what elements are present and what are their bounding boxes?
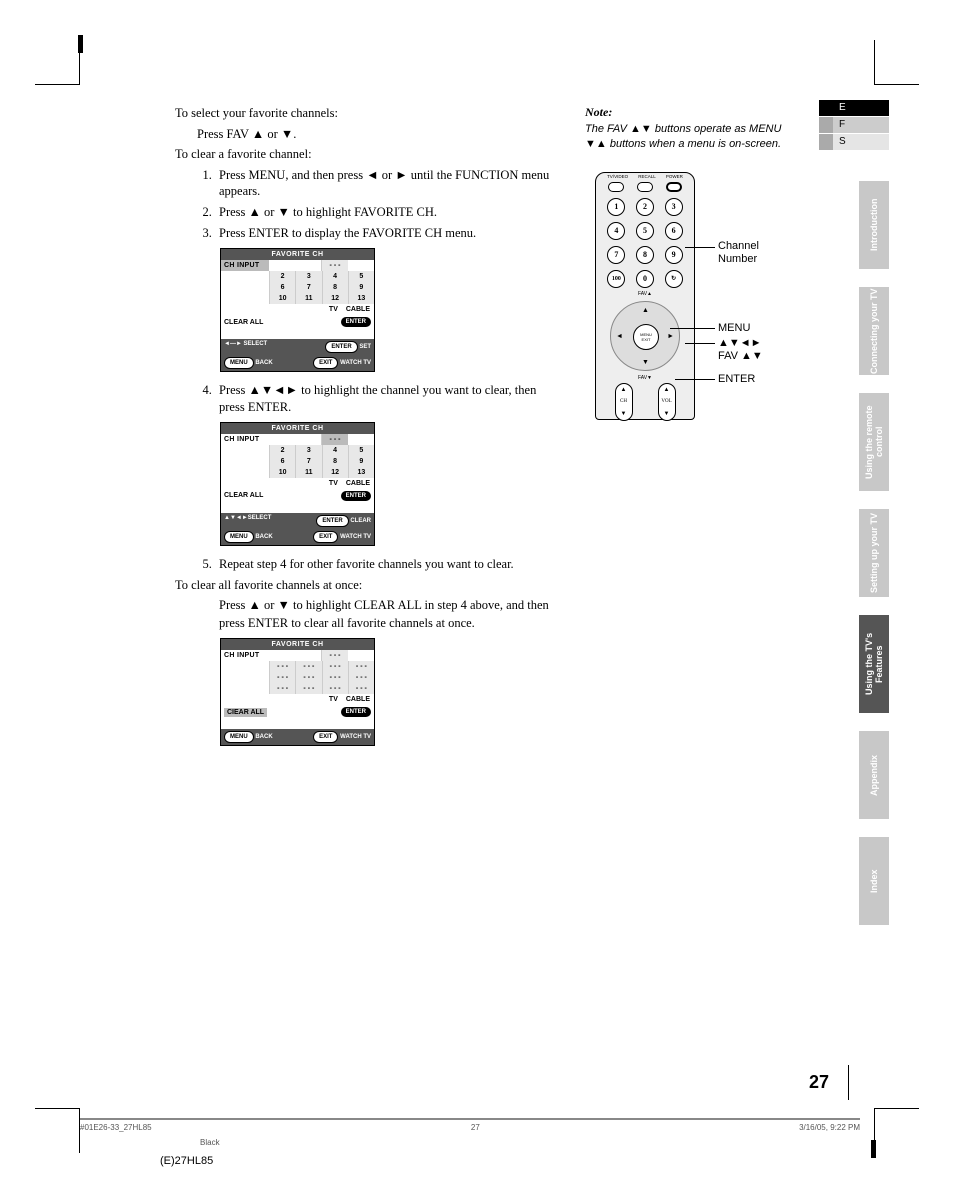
section-tab: Using the remote control	[859, 393, 889, 491]
footer-black: Black	[200, 1138, 220, 1147]
clear-steps-cont2: Repeat step 4 for other favorite channel…	[197, 556, 565, 573]
lang-tab-S: S	[819, 134, 889, 150]
callout-fav: FAV ▲▼	[718, 350, 763, 363]
osd-title: FAVORITE CH	[221, 249, 374, 260]
note-heading: Note:	[585, 105, 795, 120]
right-column: Note: The FAV ▲▼ buttons operate as MENU…	[585, 105, 795, 422]
clearall-step: Press ▲ or ▼ to highlight CLEAR ALL in s…	[219, 597, 565, 632]
section-tab: Appendix	[859, 731, 889, 819]
callout-menu: MENU	[718, 322, 750, 335]
page-content: To select your favorite channels: Press …	[175, 105, 795, 756]
footer-meta: #01E26-33_27HL85 27 3/16/05, 9:22 PM	[80, 1118, 860, 1132]
section-tab: Using the TV's Features	[859, 615, 889, 713]
recall-button	[637, 182, 653, 192]
osd-clear-all: CLEAR ALL	[224, 319, 263, 326]
power-button	[666, 182, 682, 192]
step-1: Press MENU, and then press ◄ or ► until …	[215, 167, 565, 201]
remote-body: TV/VIDEORECALLPOWER 123 456 789 1000↻ FA…	[595, 172, 695, 420]
left-column: To select your favorite channels: Press …	[175, 105, 565, 756]
side-tabs: EFS Introduction Connecting your TV Using …	[819, 100, 889, 943]
crop-mark	[35, 1108, 80, 1153]
step-5: Repeat step 4 for other favorite channel…	[215, 556, 565, 573]
crop-mark	[871, 1140, 889, 1158]
step-3: Press ENTER to display the FAVORITE CH m…	[215, 225, 565, 242]
vol-rocker: ▲VOL▼	[658, 383, 676, 421]
step-2: Press ▲ or ▼ to highlight FAVORITE CH.	[215, 204, 565, 221]
remote-illustration: TV/VIDEORECALLPOWER 123 456 789 1000↻ FA…	[585, 172, 795, 422]
tvvideo-button	[608, 182, 624, 192]
lang-tab-E: E	[819, 100, 889, 116]
osd-menu-3: FAVORITE CH CH INPUT - - - - - - - - - -…	[220, 638, 375, 746]
section-tab: Introduction	[859, 181, 889, 269]
clear-steps: Press MENU, and then press ◄ or ► until …	[197, 167, 565, 243]
osd-cell: - - -	[321, 260, 348, 271]
section-tab: Index	[859, 837, 889, 925]
dpad: ▲ ▼ ◄ ► MENUEXIT	[610, 301, 680, 371]
clear-steps-cont: Press ▲▼◄► to highlight the channel you …	[197, 382, 565, 416]
crop-mark	[874, 40, 919, 85]
page-number: 27	[809, 1072, 829, 1093]
section-tab: Setting up your TV	[859, 509, 889, 597]
intro-clearall: To clear all favorite channels at once:	[175, 577, 565, 595]
intro-select: To select your favorite channels:	[175, 105, 565, 123]
lang-tab-F: F	[819, 117, 889, 133]
section-tab: Connecting your TV	[859, 287, 889, 375]
osd-clear-all-hl: CIEAR ALL	[224, 708, 267, 717]
menu-button: MENUEXIT	[633, 324, 659, 350]
note-body: The FAV ▲▼ buttons operate as MENU ▼▲ bu…	[585, 122, 795, 152]
osd-footer: ◄—► SELECT ENTER SET	[221, 339, 374, 355]
callout-channel: Channel Number	[718, 240, 795, 266]
callout-arrows: ▲▼◄►	[718, 337, 762, 350]
step-4: Press ▲▼◄► to highlight the channel you …	[215, 382, 565, 416]
osd-menu-2: FAVORITE CH CH INPUT - - - 2 3 4 5 6 7 8…	[220, 422, 375, 546]
osd-ch-input: CH INPUT	[221, 260, 269, 271]
intro-clear: To clear a favorite channel:	[175, 146, 565, 164]
callout-enter: ENTER	[718, 373, 755, 386]
select-step: Press FAV ▲ or ▼.	[197, 126, 565, 144]
footer-model: (E)27HL85	[160, 1155, 213, 1167]
enter-pill: ENTER	[341, 317, 371, 327]
ch-rocker: ▲CH▼	[615, 383, 633, 421]
osd-menu-1: FAVORITE CH CH INPUT - - - 2 3 4 5 6 7 8	[220, 248, 375, 372]
crop-mark	[65, 35, 83, 53]
